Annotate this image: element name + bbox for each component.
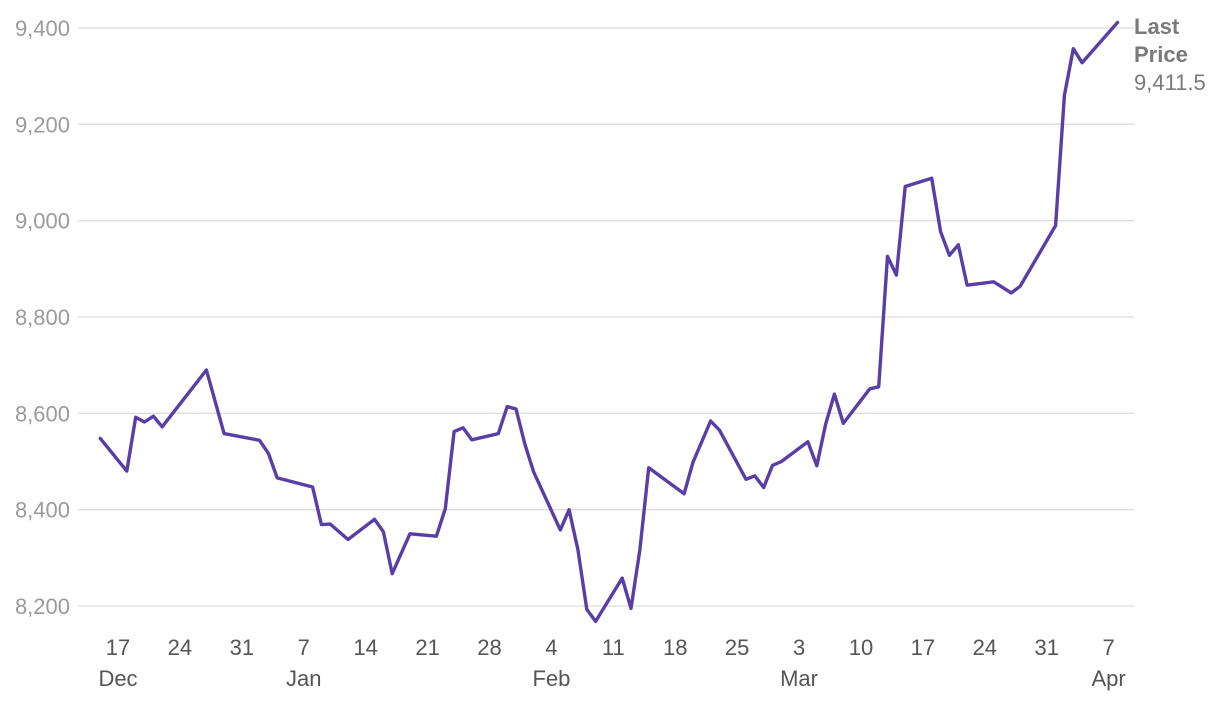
y-tick-label: 9,000 [15, 209, 70, 234]
x-month-label: Jan [286, 666, 321, 691]
x-month-label: Dec [98, 666, 137, 691]
x-tick-label: 17 [911, 635, 935, 660]
x-month-label: Mar [780, 666, 818, 691]
y-tick-label: 8,200 [15, 594, 70, 619]
y-tick-label: 8,800 [15, 305, 70, 330]
last-price-value: 9,411.5 [1134, 70, 1206, 95]
x-month-label: Apr [1092, 666, 1126, 691]
last-price-label: Last Price 9,411.5 [1134, 14, 1206, 95]
y-tick-label: 8,600 [15, 401, 70, 426]
x-tick-label: 28 [477, 635, 501, 660]
x-tick-label: 10 [849, 635, 873, 660]
last-price-title-line2: Price [1134, 42, 1188, 67]
x-tick-label: 7 [298, 635, 310, 660]
x-tick-label: 24 [973, 635, 997, 660]
gridlines [78, 27, 1134, 607]
x-tick-label: 31 [230, 635, 254, 660]
x-month-label: Feb [532, 666, 570, 691]
y-tick-label: 9,400 [15, 16, 70, 41]
y-axis-ticks: 8,200 8,400 8,600 8,800 9,000 9,200 9,400 [15, 16, 70, 619]
x-tick-label: 7 [1103, 635, 1115, 660]
x-tick-label: 4 [545, 635, 557, 660]
x-axis-ticks: 17 Dec 24 31 7 Jan 14 21 28 4 Feb 11 18 25 3 Mar 10 17 24 3… [98, 635, 1125, 691]
x-tick-label: 3 [793, 635, 805, 660]
x-tick-label: 14 [353, 635, 377, 660]
x-tick-label: 24 [168, 635, 192, 660]
last-price-title-line1: Last [1134, 14, 1180, 39]
y-tick-label: 8,400 [15, 498, 70, 523]
y-tick-label: 9,200 [15, 112, 70, 137]
price-series-line [98, 20, 1120, 624]
x-tick-label: 21 [415, 635, 439, 660]
x-tick-label: 17 [106, 635, 130, 660]
x-tick-label: 25 [725, 635, 749, 660]
x-tick-label: 31 [1034, 635, 1058, 660]
x-tick-label: 11 [602, 635, 625, 660]
x-tick-label: 18 [663, 635, 687, 660]
